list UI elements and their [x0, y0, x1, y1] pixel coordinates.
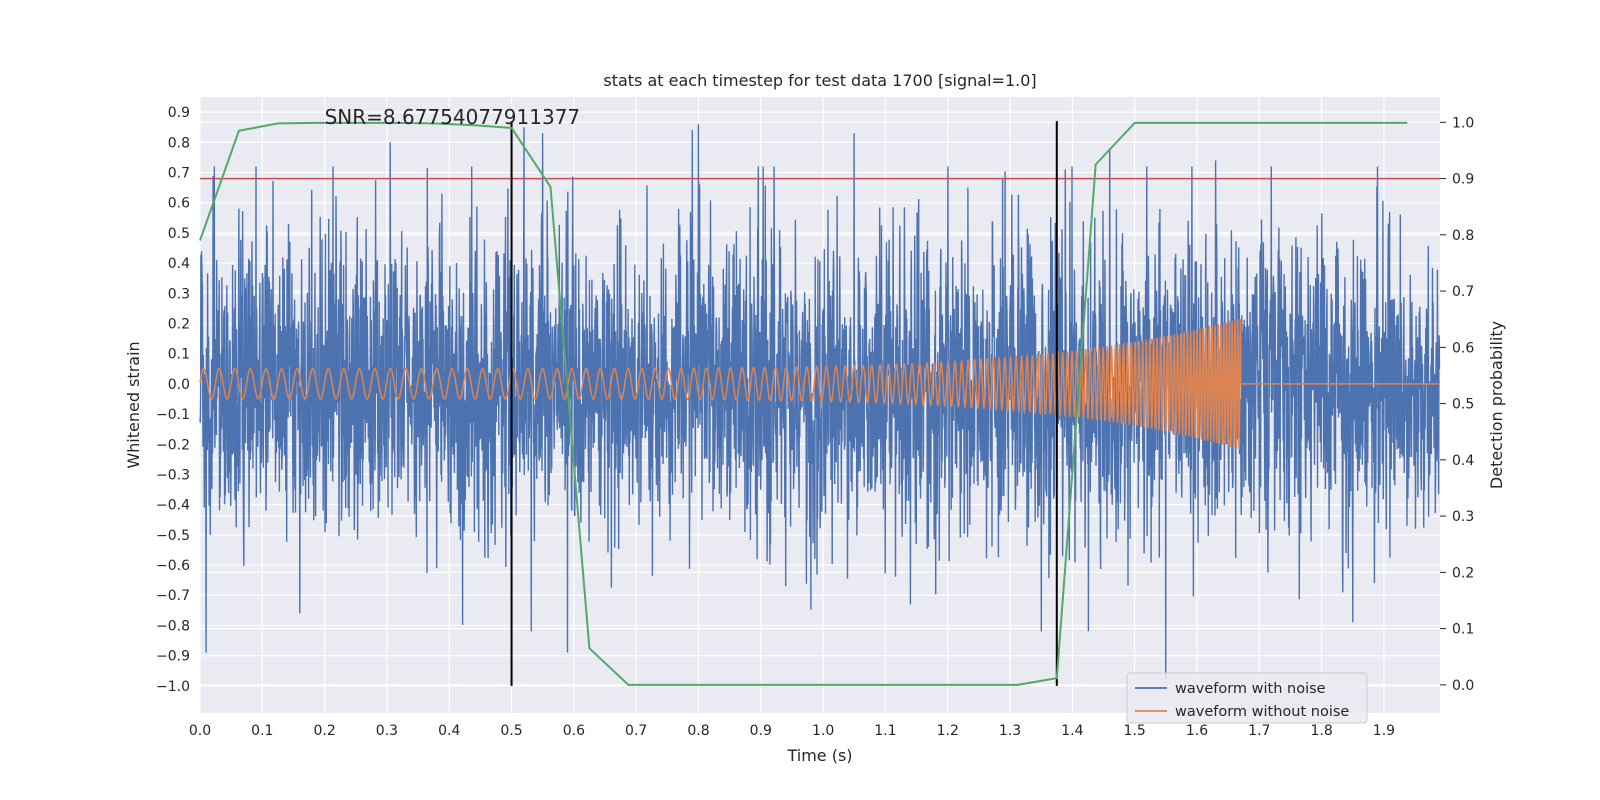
x-tick-label: 1.3: [999, 723, 1021, 739]
y-tick-label: −0.4: [156, 498, 190, 514]
y-tick-label: 0.9: [168, 105, 190, 121]
x-tick-label: 1.1: [874, 723, 896, 739]
series-waveform-with-noise: [199, 124, 1441, 680]
y-axis-right-label: Detection probability: [1487, 321, 1506, 489]
y-right-tick-label: 0.7: [1452, 284, 1474, 300]
legend: waveform with noise waveform without noi…: [1126, 672, 1368, 724]
probability-line: [199, 121, 1408, 686]
legend-label-noise: waveform with noise: [1175, 681, 1326, 697]
x-tick-label: 1.2: [937, 723, 959, 739]
series-detection-probability: [199, 121, 1408, 686]
y-tick-label: 0.1: [168, 347, 190, 363]
x-tick-label: 1.6: [1186, 723, 1208, 739]
y-tick-label: −0.3: [156, 467, 190, 483]
y-tick-label: 0.5: [168, 226, 190, 242]
x-tick-label: 1.5: [1124, 723, 1146, 739]
y-tick-label: 0.3: [168, 286, 190, 302]
y-tick-label: −0.2: [156, 437, 190, 453]
x-tick-label: 1.9: [1373, 723, 1395, 739]
legend-label-clean: waveform without noise: [1175, 704, 1349, 720]
y-tick-label: 0.7: [168, 165, 190, 181]
ticks: 0.0 0.1 0.2 0.3 0.4 0.5 0.6 0.7 0.8 0.9 1.0 1.1 1.2 1…: [156, 105, 1474, 739]
x-tick-label: 0.1: [251, 723, 273, 739]
x-tick-label: 1.8: [1310, 723, 1332, 739]
y-tick-label: 0.2: [168, 316, 190, 332]
x-tick-label: 0.3: [376, 723, 398, 739]
x-tick-label: 0.4: [438, 723, 460, 739]
y-right-tick-label: 0.6: [1452, 340, 1474, 356]
y-tick-label: 0.4: [168, 256, 190, 272]
y-tick-label: −0.5: [156, 528, 190, 544]
x-tick-label: 1.7: [1248, 723, 1270, 739]
x-tick-label: 0.2: [313, 723, 335, 739]
x-tick-label: 0.7: [625, 723, 647, 739]
y-axis-label: Whitened strain: [124, 341, 143, 468]
y-right-tick-label: 0.2: [1452, 565, 1474, 581]
y-right-tick-label: 0.8: [1452, 228, 1474, 244]
y-right-tick-label: 0.4: [1452, 453, 1474, 469]
x-tick-label: 0.9: [750, 723, 772, 739]
y-right-tick-label: 0.9: [1452, 172, 1474, 188]
x-axis-label: Time (s): [786, 746, 852, 765]
legend-box: [1126, 672, 1368, 724]
y-right-tick-label: 0.0: [1452, 678, 1474, 694]
x-tick-label: 0.6: [563, 723, 585, 739]
y-right-tick-label: 0.1: [1452, 622, 1474, 638]
y-tick-label: −0.1: [156, 407, 190, 423]
x-tick-label: 1.0: [812, 723, 834, 739]
noise-line: [199, 124, 1441, 680]
y-tick-label: −0.8: [156, 618, 190, 634]
y-tick-label: −0.6: [156, 558, 190, 574]
y-tick-label: 0.6: [168, 196, 190, 212]
y-tick-label: −1.0: [156, 679, 190, 695]
y-tick-label: −0.9: [156, 649, 190, 665]
y-right-tick-label: 1.0: [1452, 115, 1474, 131]
clean-line: [199, 318, 1440, 450]
overlays: [200, 121, 1440, 686]
x-tick-label: 0.8: [687, 723, 709, 739]
x-tick-label: 0.0: [189, 723, 211, 739]
y-tick-label: 0.0: [168, 377, 190, 393]
y-tick-label: −0.7: [156, 588, 190, 604]
y-right-tick-label: 0.5: [1452, 397, 1474, 413]
x-tick-label: 1.4: [1061, 723, 1083, 739]
y-right-tick-label: 0.3: [1452, 509, 1474, 525]
y-tick-label: 0.8: [168, 135, 190, 151]
snr-annotation: SNR=8.67754077911377: [325, 105, 581, 129]
series-waveform-without-noise: [199, 318, 1440, 450]
chart-title: stats at each timestep for test data 170…: [603, 71, 1036, 90]
x-tick-label: 0.5: [500, 723, 522, 739]
